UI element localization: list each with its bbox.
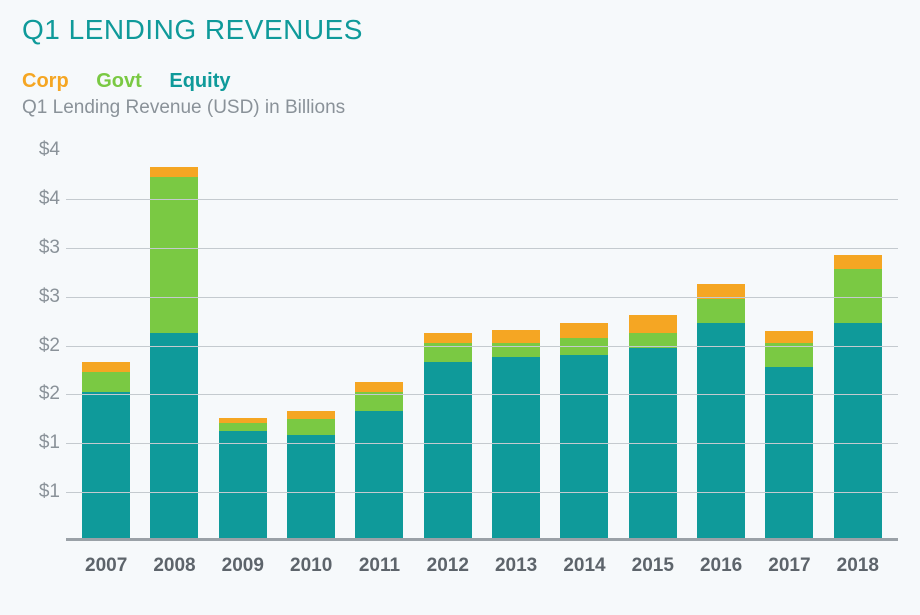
- bar-2009: [219, 418, 267, 538]
- x-tick-label: 2010: [287, 555, 335, 577]
- x-tick-label: 2009: [219, 555, 267, 577]
- bars-container: [66, 121, 898, 538]
- legend: Corp Govt Equity: [22, 70, 898, 93]
- plot-area: [66, 121, 898, 541]
- x-tick-label: 2008: [150, 555, 198, 577]
- bar-2012: [424, 333, 472, 538]
- x-axis: 2007 2008 2009 2010 2011 2012 2013 2014 2015 2016…: [66, 555, 898, 577]
- bar-seg-govt: [697, 299, 745, 323]
- bar-seg-corp: [560, 323, 608, 338]
- x-tick-label: 2017: [765, 555, 813, 577]
- legend-item-equity: Equity: [169, 70, 230, 92]
- grid-line: [66, 346, 898, 347]
- bar-2008: [150, 167, 198, 538]
- bar-seg-govt: [219, 423, 267, 431]
- bar-seg-equity: [765, 367, 813, 538]
- chart-subtitle: Q1 Lending Revenue (USD) in Billions: [22, 97, 898, 119]
- y-tick-label: $2: [22, 335, 60, 357]
- bar-2007: [82, 362, 130, 538]
- bar-seg-govt: [82, 372, 130, 392]
- y-tick-label: $3: [22, 237, 60, 259]
- bar-seg-corp: [82, 362, 130, 372]
- bar-2013: [492, 330, 540, 538]
- bar-seg-corp: [834, 255, 882, 270]
- grid-line: [66, 297, 898, 298]
- x-tick-label: 2016: [697, 555, 745, 577]
- bar-seg-corp: [629, 315, 677, 333]
- bar-seg-equity: [697, 323, 745, 538]
- grid-line: [66, 248, 898, 249]
- bar-seg-equity: [287, 435, 335, 538]
- grid-line: [66, 443, 898, 444]
- bar-2016: [697, 284, 745, 538]
- y-tick-label: $1: [22, 432, 60, 454]
- bar-seg-corp: [287, 411, 335, 419]
- chart: 2007200820092010201120122013201420152016…: [22, 121, 898, 573]
- x-tick-label: 2018: [834, 555, 882, 577]
- x-tick-label: 2011: [355, 555, 403, 577]
- bar-2014: [560, 323, 608, 538]
- legend-item-corp: Corp: [22, 70, 69, 92]
- legend-item-govt: Govt: [96, 70, 142, 92]
- x-tick-label: 2015: [629, 555, 677, 577]
- bar-2010: [287, 411, 335, 538]
- bar-seg-equity: [424, 362, 472, 538]
- grid-line: [66, 199, 898, 200]
- bar-seg-equity: [355, 411, 403, 538]
- bar-seg-corp: [150, 167, 198, 177]
- y-tick-label: $4: [22, 188, 60, 210]
- x-tick-label: 2014: [560, 555, 608, 577]
- x-tick-label: 2007: [82, 555, 130, 577]
- y-tick-label: $3: [22, 286, 60, 308]
- bar-seg-corp: [492, 330, 540, 343]
- bar-seg-corp: [355, 382, 403, 392]
- y-tick-label: $1: [22, 481, 60, 503]
- chart-title: Q1 LENDING REVENUES: [22, 14, 898, 46]
- bar-seg-equity: [834, 323, 882, 538]
- bar-seg-equity: [219, 431, 267, 538]
- y-tick-label: $4: [22, 139, 60, 161]
- bar-seg-govt: [287, 419, 335, 436]
- bar-2011: [355, 382, 403, 538]
- bar-seg-equity: [150, 333, 198, 538]
- bar-seg-equity: [560, 355, 608, 538]
- grid-line: [66, 394, 898, 395]
- y-tick-label: $2: [22, 383, 60, 405]
- x-tick-label: 2013: [492, 555, 540, 577]
- bar-seg-corp: [424, 333, 472, 343]
- bar-seg-corp: [765, 331, 813, 343]
- bar-seg-equity: [82, 392, 130, 539]
- grid-line: [66, 492, 898, 493]
- x-tick-label: 2012: [424, 555, 472, 577]
- bar-2017: [765, 331, 813, 538]
- bar-seg-equity: [492, 357, 540, 538]
- bar-2015: [629, 315, 677, 538]
